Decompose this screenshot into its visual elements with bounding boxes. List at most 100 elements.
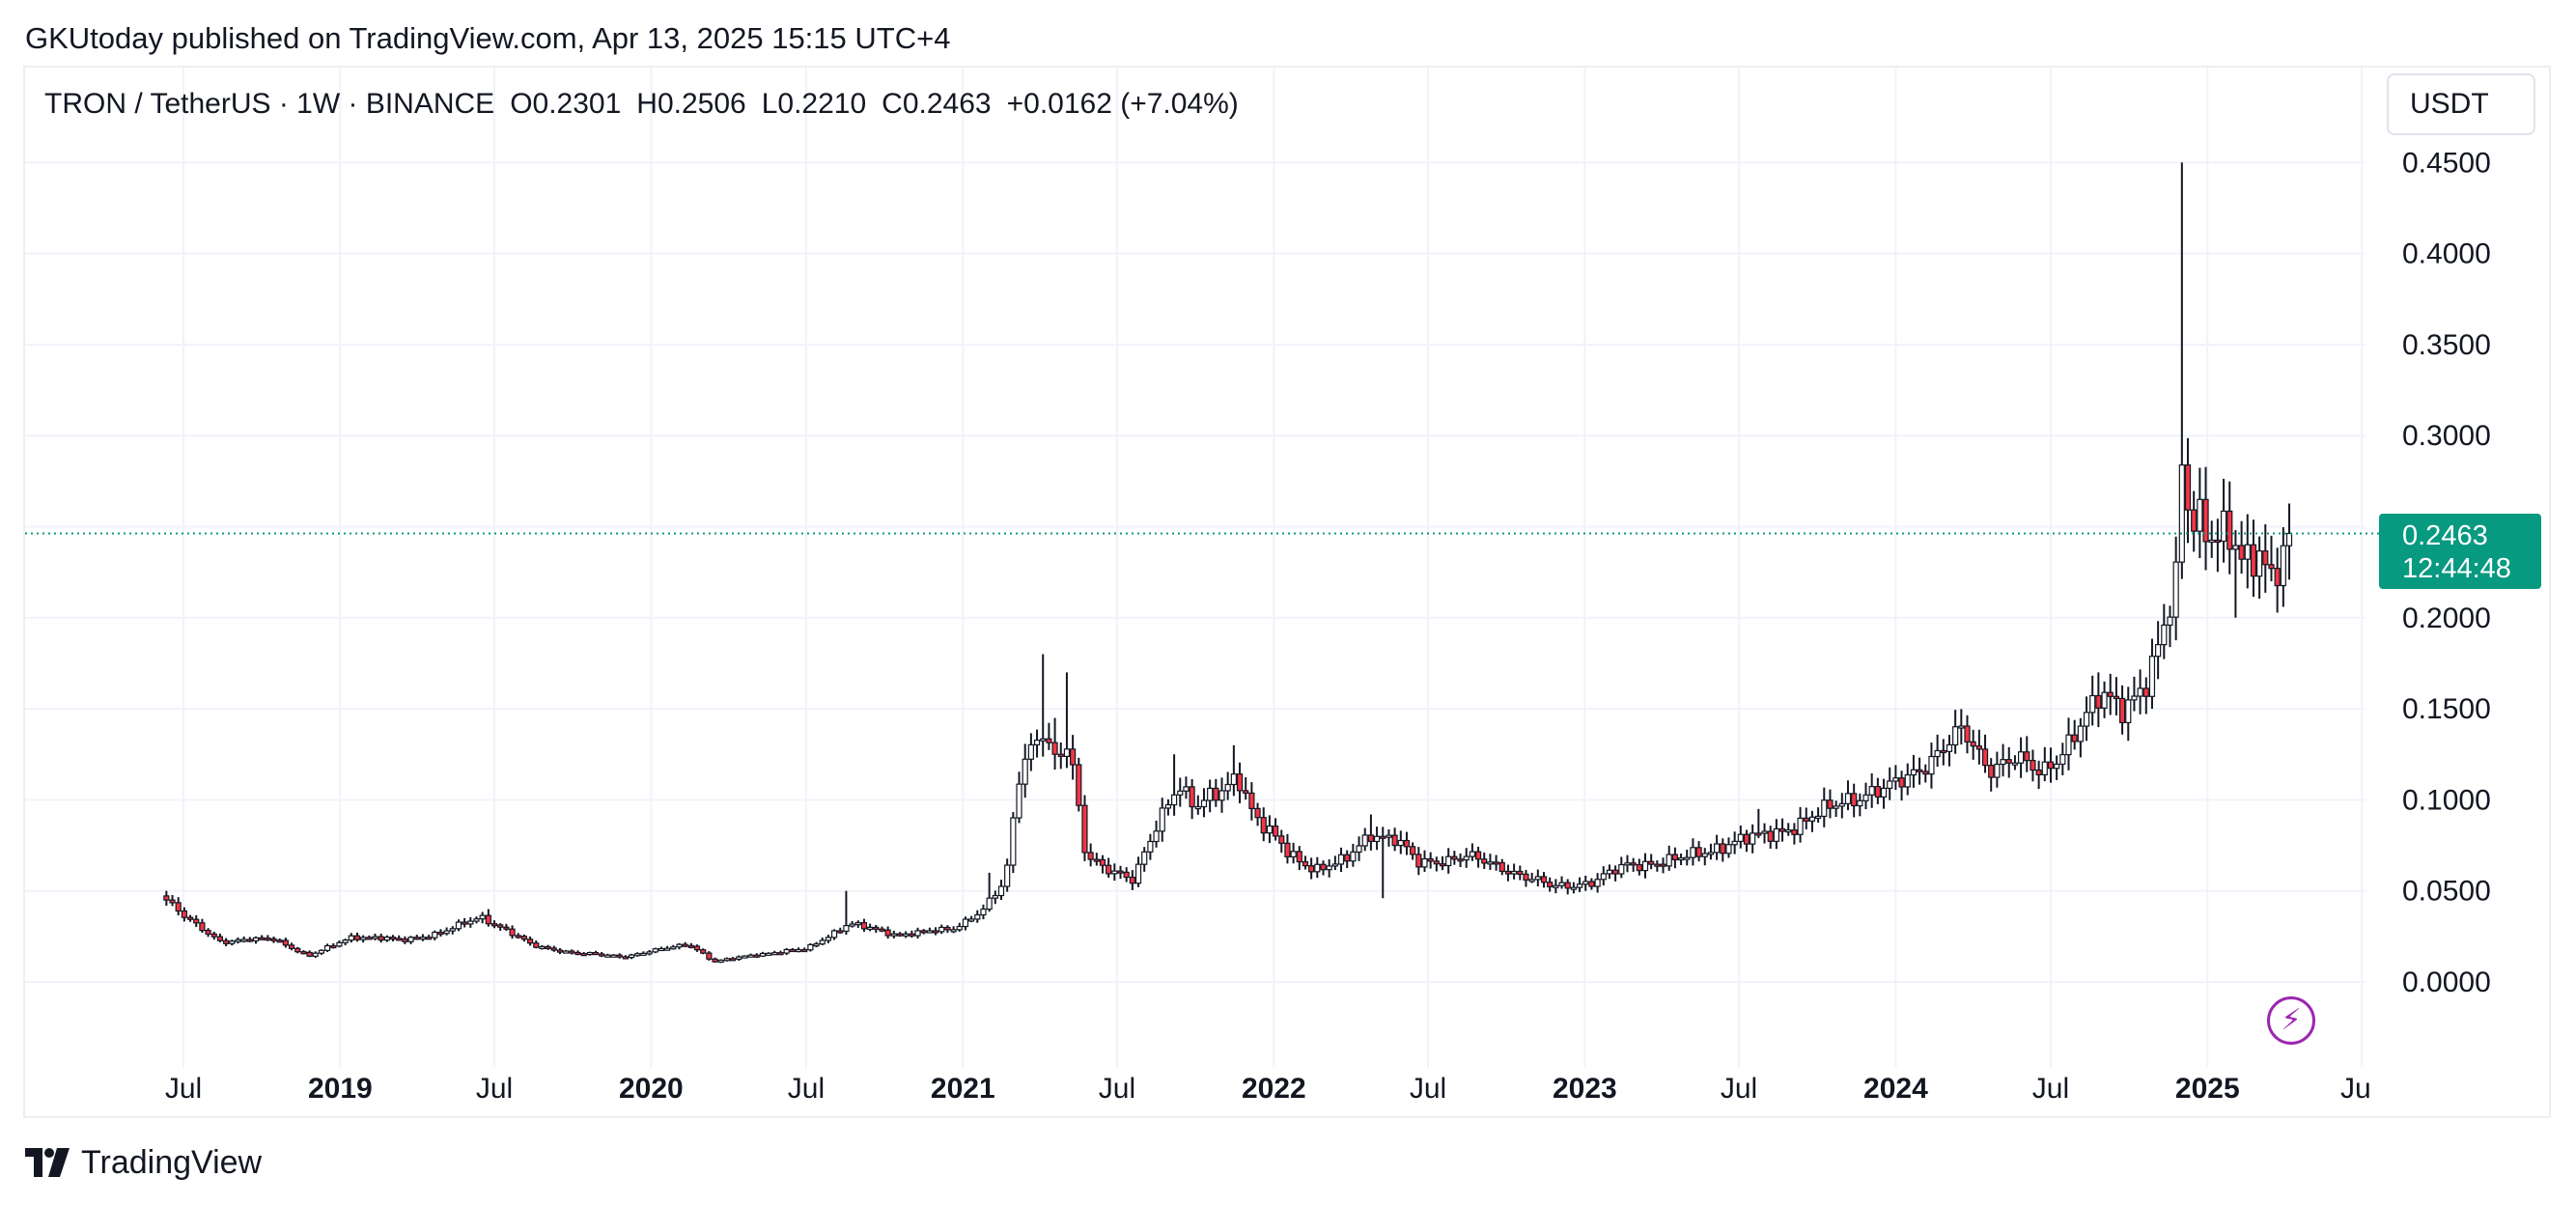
candle-body-down (1213, 787, 1219, 801)
candle-body-up (1701, 853, 1708, 857)
candle-body-down (2214, 539, 2221, 544)
candle-body-down (205, 930, 211, 935)
candle-body-down (1916, 769, 1923, 772)
candle-body-down (526, 939, 534, 944)
candle (324, 943, 331, 952)
x-tick-label: 2019 (308, 1073, 373, 1105)
candle (485, 909, 491, 927)
candle-body-down (2035, 769, 2042, 776)
candle-body-down (2238, 545, 2245, 560)
candle-body-up (1761, 830, 1768, 834)
candle-body-down (1827, 799, 1834, 809)
candle (1326, 859, 1332, 878)
candle-body-up (1553, 884, 1559, 888)
candle-body-down (1517, 870, 1524, 876)
candle-body-down (1970, 741, 1976, 747)
x-tick-label: Jul (476, 1073, 513, 1105)
candle (766, 952, 772, 956)
candle (2118, 685, 2126, 735)
candle-body-up (2167, 616, 2173, 626)
candle (1844, 780, 1852, 811)
candle (1421, 850, 1428, 873)
candle (1410, 842, 1416, 860)
candle-body-down (1791, 829, 1798, 835)
candle-body-down (389, 937, 397, 940)
y-tick-label: 0.2000 (2402, 602, 2491, 634)
candle (1356, 836, 1362, 861)
candle-body-up (2131, 695, 2138, 701)
candle (759, 951, 767, 958)
candle-body-down (1654, 863, 1661, 867)
y-tick-label: 0.4500 (2402, 147, 2491, 179)
chart-frame (23, 66, 2551, 1118)
candle (2005, 746, 2012, 778)
candle (462, 917, 468, 928)
candle-body-down (1117, 870, 1124, 874)
candle-body-down (509, 928, 516, 937)
candle-body-up (1040, 738, 1047, 742)
candle (628, 953, 635, 960)
candle-body-up (950, 929, 957, 933)
candle (2167, 605, 2173, 648)
candle (1964, 715, 1971, 754)
candle-body-up (795, 948, 802, 953)
tradingview-brand[interactable]: TradingView (25, 1141, 262, 1184)
candle (1391, 827, 1398, 852)
candle (1296, 846, 1302, 871)
candle-body-up (997, 885, 1005, 897)
candle-body-up (1326, 865, 1332, 871)
candle-body-down (1660, 863, 1666, 867)
candle (2083, 696, 2090, 742)
candle (604, 953, 611, 958)
candle (1630, 857, 1637, 872)
candle-body-up (1350, 851, 1357, 862)
candle (1386, 829, 1392, 847)
candle-body-down (330, 944, 337, 949)
candle (1558, 876, 1565, 889)
candle (1880, 778, 1888, 809)
candle-body-down (2107, 691, 2114, 697)
candle-body-up (1600, 873, 1607, 881)
candle (2274, 547, 2281, 613)
candle-body-down (282, 939, 289, 946)
candle (1337, 847, 1345, 873)
candle-body-down (1636, 863, 1642, 872)
candle (312, 951, 319, 959)
candle (539, 944, 546, 950)
candle (1791, 823, 1798, 845)
candle (1302, 855, 1309, 870)
candle (1272, 818, 1279, 841)
legend-symbol[interactable]: TRON / TetherUS · 1W · BINANCE (44, 88, 495, 120)
candle-body-up (252, 937, 260, 942)
candle-body-down (2268, 564, 2275, 570)
candle (640, 951, 647, 956)
candle-body-down (1051, 742, 1058, 755)
currency-button[interactable]: USDT (2387, 73, 2535, 135)
candle-body-down (2118, 697, 2126, 724)
candle-body-down (1433, 860, 1440, 865)
candle-body-down (378, 936, 384, 941)
candle-body-up (992, 894, 998, 899)
candle (622, 955, 630, 960)
candle (610, 954, 617, 958)
candle (545, 944, 551, 950)
candle (813, 941, 820, 948)
symbol-legend[interactable]: TRON / TetherUS · 1W · BINANCE O0.2301 H0.… (44, 85, 1239, 124)
candle (956, 922, 963, 932)
candle-body-up (2178, 463, 2185, 563)
grid-lines (25, 68, 2366, 1068)
candle-body-up (1606, 869, 1613, 875)
candle-body-up (1183, 786, 1190, 792)
candle (1720, 838, 1726, 862)
candle (879, 926, 885, 933)
lightning-bolt-icon[interactable]: ⚡ (2267, 996, 2315, 1045)
candle-body-up (1904, 773, 1911, 788)
candle-body-down (1189, 786, 1195, 808)
candle (1213, 778, 1219, 807)
candle (2089, 675, 2096, 726)
candle-body-down (1087, 852, 1094, 860)
legend-close: C0.2463 (882, 88, 992, 120)
candle-body-down (789, 948, 796, 953)
candle (1761, 823, 1768, 844)
